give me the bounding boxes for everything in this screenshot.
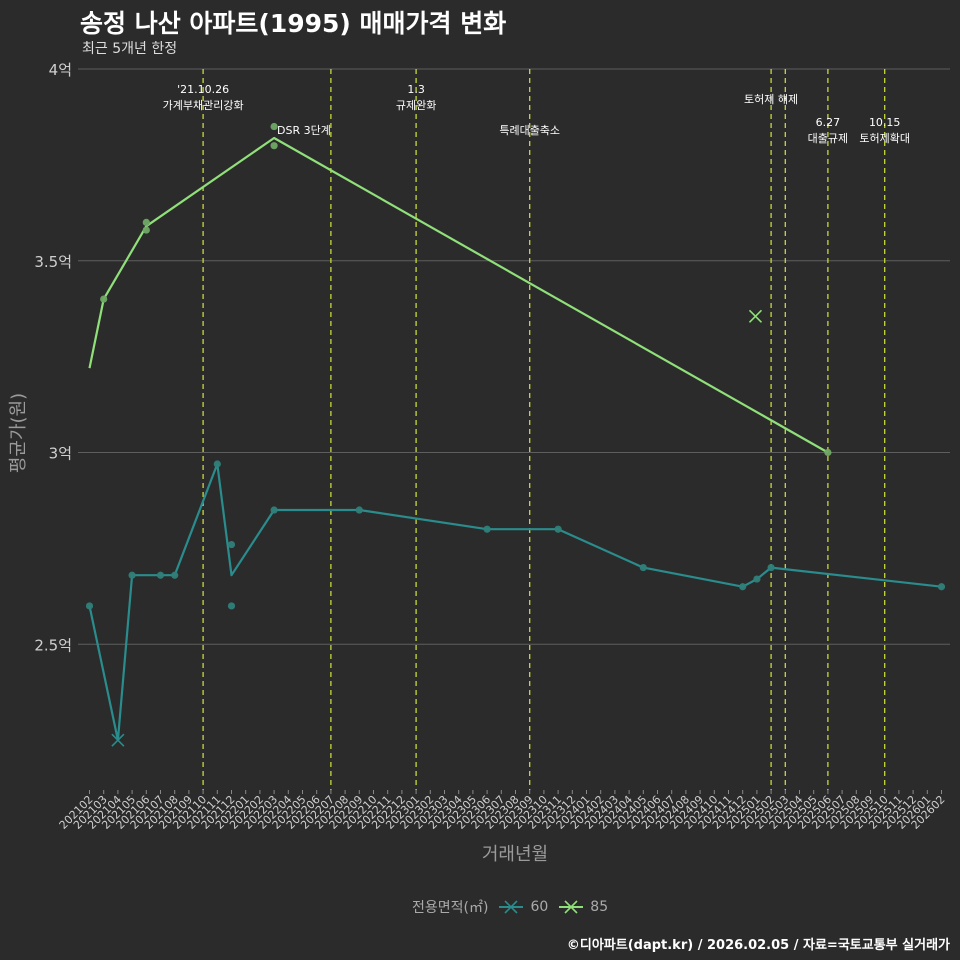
legend: 전용면적(㎡) 60 85 bbox=[412, 897, 608, 917]
event-label: '21.10.26 bbox=[177, 83, 229, 96]
cross-stroke bbox=[748, 309, 763, 323]
data-point-60 bbox=[227, 602, 236, 610]
event-label: 토허제 해제 bbox=[744, 92, 798, 106]
event-label: 1.3 bbox=[407, 83, 425, 96]
data-point-60 bbox=[213, 460, 221, 468]
gridlines bbox=[78, 68, 950, 645]
data-point-60 bbox=[128, 571, 136, 579]
chart-title: 송정 나산 아파트(1995) 매매가격 변화 bbox=[80, 9, 507, 38]
y-tick-label: 3억 bbox=[49, 445, 72, 463]
data-point-85 bbox=[100, 295, 108, 303]
cross-stroke bbox=[111, 733, 125, 747]
event-label: 특례대출축소 bbox=[499, 124, 560, 137]
data-point-60 bbox=[227, 540, 236, 549]
y-axis-label: 평균가(원) bbox=[8, 392, 29, 474]
data-point-85 bbox=[824, 448, 832, 457]
event-label: 토허제확대 bbox=[859, 132, 910, 145]
event-lines bbox=[202, 69, 886, 790]
series-line-60 bbox=[88, 462, 942, 742]
data-point-85 bbox=[142, 226, 150, 234]
cross-marker-60 bbox=[111, 733, 125, 747]
legend-key-60-icon bbox=[499, 900, 524, 914]
legend-title: 전용면적(㎡) bbox=[412, 900, 489, 916]
series-line-85 bbox=[88, 136, 829, 454]
data-point-60 bbox=[554, 525, 562, 533]
event-label: 대출규제 bbox=[808, 132, 848, 145]
event-label: 가계부채관리강화 bbox=[163, 99, 244, 112]
data-point-60 bbox=[171, 571, 179, 579]
x-axis-label: 거래년월 bbox=[481, 844, 549, 865]
data-point-60 bbox=[767, 563, 775, 572]
data-point-60 bbox=[739, 583, 747, 591]
data-point-85 bbox=[270, 122, 278, 131]
event-label: 6.27 bbox=[816, 116, 841, 129]
event-label: 규제완화 bbox=[396, 99, 436, 112]
event-label: 10.15 bbox=[869, 116, 901, 129]
y-tick-label: 2.5억 bbox=[34, 636, 72, 654]
data-point-60 bbox=[639, 563, 647, 572]
cross-marker-85 bbox=[748, 309, 763, 323]
y-tick-label: 3.5억 bbox=[34, 253, 72, 271]
data-point-60 bbox=[937, 583, 946, 591]
legend-label-85: 85 bbox=[590, 899, 609, 915]
data-point-60 bbox=[753, 575, 761, 583]
data-point-60 bbox=[483, 525, 491, 533]
legend-label-60: 60 bbox=[530, 899, 549, 915]
source-caption: ©디아파트(dapt.kr) / 2026.02.05 / 자료=국토교통부 실… bbox=[566, 938, 950, 953]
legend-item-85: 85 bbox=[558, 899, 608, 915]
data-points bbox=[85, 122, 946, 747]
x-tick-labels: 2021022021032021042021052021062021072021… bbox=[57, 790, 948, 832]
data-point-85 bbox=[270, 142, 278, 150]
data-point-85 bbox=[142, 218, 150, 227]
data-point-60 bbox=[156, 571, 165, 579]
data-point-60 bbox=[85, 602, 94, 610]
legend-item-60: 60 bbox=[498, 899, 548, 915]
chart-subtitle: 최근 5개년 한정 bbox=[82, 41, 178, 57]
data-point-60 bbox=[270, 506, 278, 514]
legend-key-85-icon bbox=[559, 900, 584, 914]
event-label: DSR 3단계 bbox=[277, 124, 331, 137]
data-point-60 bbox=[355, 506, 363, 514]
y-tick-label: 4억 bbox=[49, 61, 72, 79]
y-tick-labels: 2.5억 3억 3.5억 4억 bbox=[34, 61, 72, 654]
series-lines bbox=[88, 136, 942, 742]
